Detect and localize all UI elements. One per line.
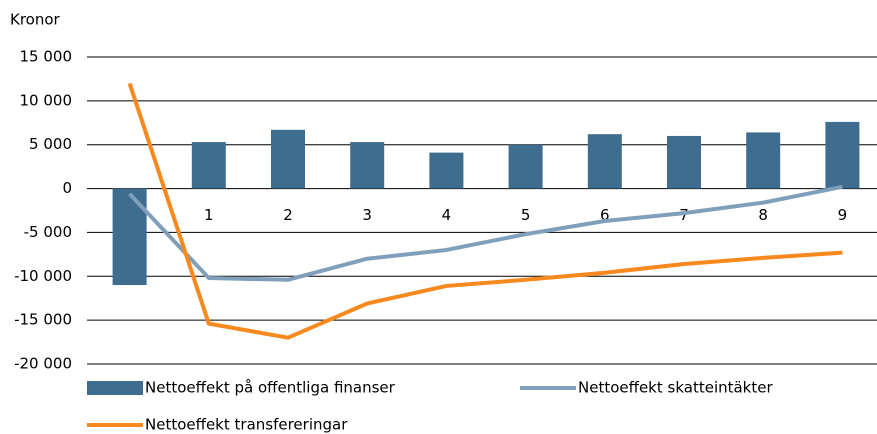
y-axis-label: Kronor (10, 11, 61, 29)
x-tick-label: 8 (758, 206, 768, 224)
bar (825, 121, 860, 189)
legend-label: Nettoeffekt på offentliga finanser (145, 379, 396, 397)
x-tick-label: 9 (838, 206, 848, 224)
bar (112, 188, 147, 286)
line (128, 184, 843, 282)
y-tick-label: -5 000 (24, 223, 72, 241)
line (127, 82, 843, 340)
legend-label: Nettoeffekt skatteintäkter (578, 379, 773, 397)
x-tick-label: 6 (600, 206, 610, 224)
bar (746, 132, 781, 189)
bar (271, 129, 305, 189)
bar (587, 134, 622, 189)
bar (508, 144, 543, 189)
x-tick-label: 5 (521, 206, 531, 224)
x-tick-label: 3 (362, 206, 372, 224)
y-tick-label: -10 000 (14, 267, 72, 285)
y-tick-label: 15 000 (20, 48, 73, 66)
y-tick-label: 10 000 (20, 91, 73, 109)
x-tick-label: 1 (204, 206, 214, 224)
x-tick-label: 4 (442, 206, 452, 224)
legend-label: Nettoeffekt transfereringar (145, 416, 348, 434)
bar (350, 142, 385, 189)
y-tick-label: 5 000 (29, 135, 72, 153)
legend-swatch (87, 381, 143, 395)
bar (191, 142, 226, 189)
y-tick-label: -15 000 (14, 311, 72, 329)
y-tick-label: -20 000 (14, 355, 72, 373)
x-tick-label: 2 (283, 206, 293, 224)
bar (667, 135, 701, 189)
bar (429, 152, 464, 189)
y-tick-label: 0 (62, 179, 72, 197)
